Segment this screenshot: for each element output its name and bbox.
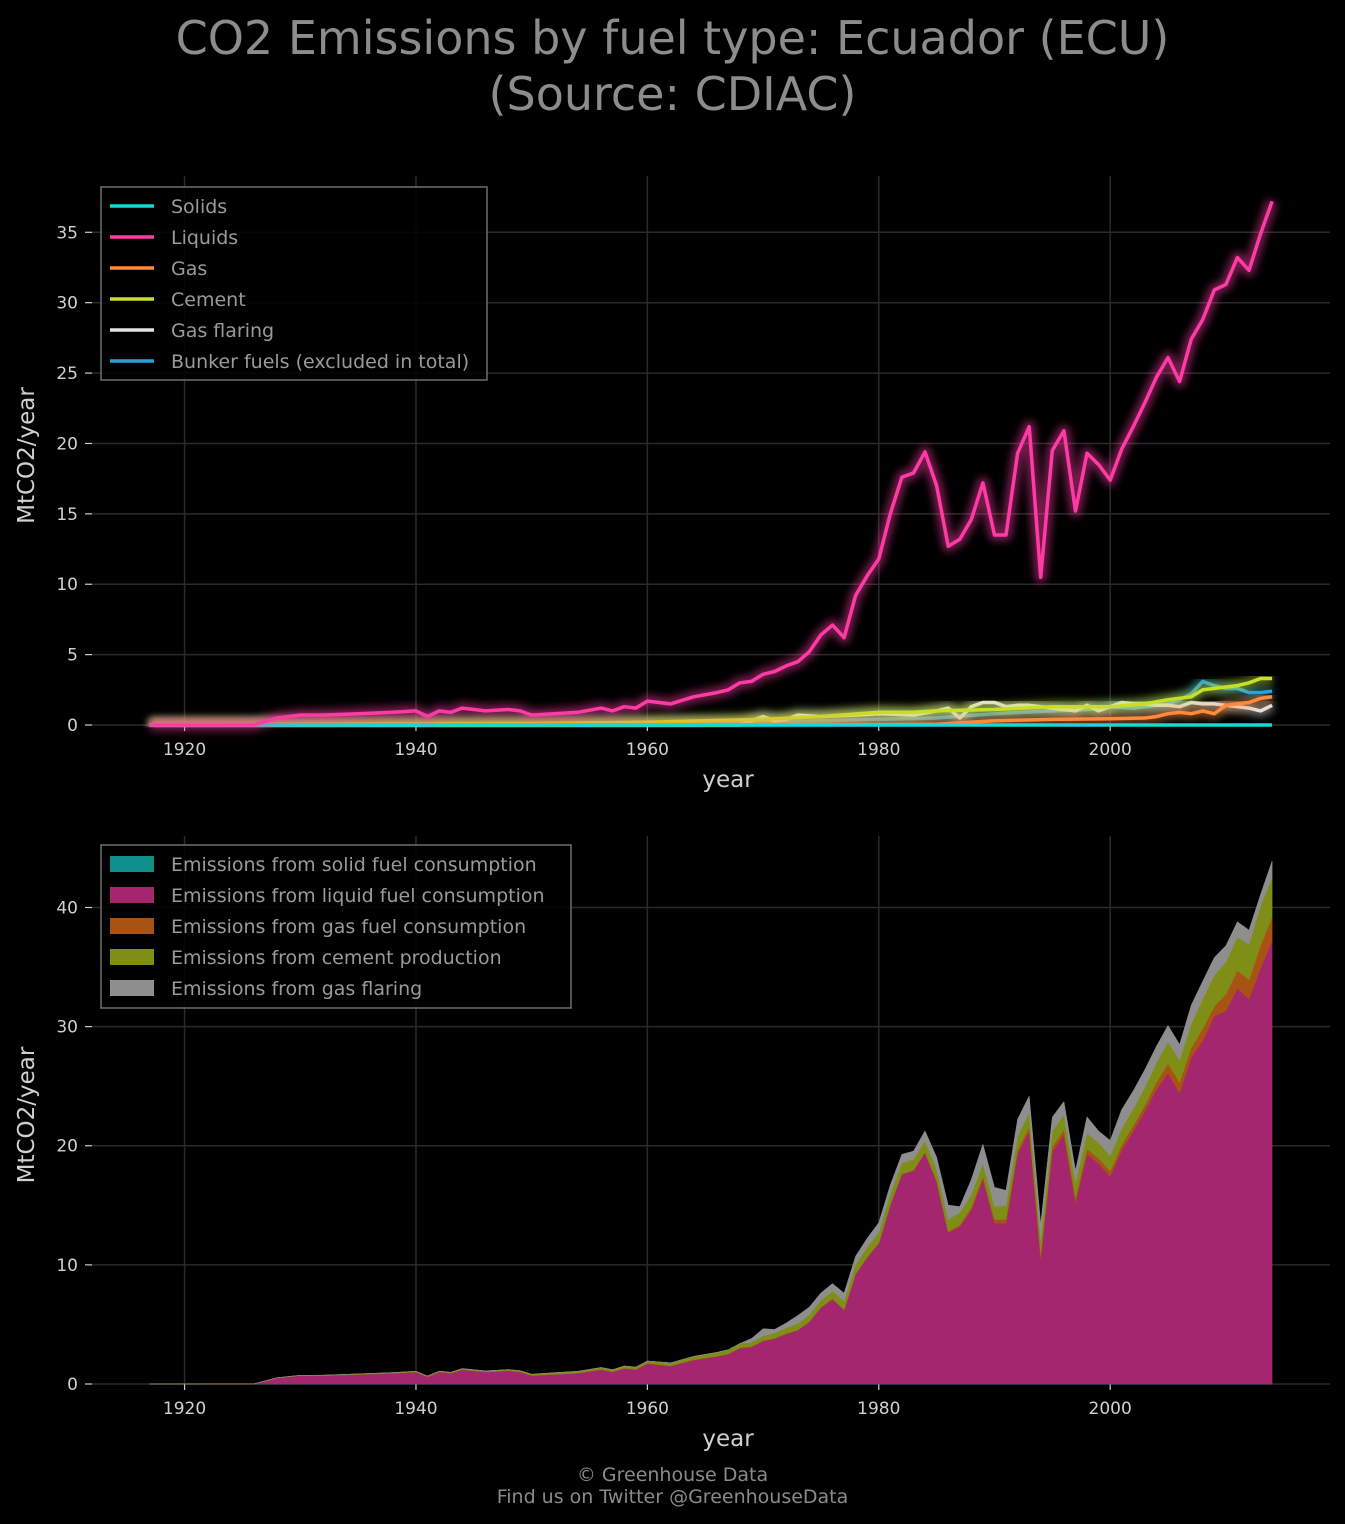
top-xtick-label-1980: 1980 bbox=[857, 740, 900, 760]
bottom-ytick-label-40: 40 bbox=[56, 898, 78, 918]
top-ytick-label-20: 20 bbox=[56, 434, 78, 454]
bottom-legend-label-emissions-from-gas-flaring: Emissions from gas flaring bbox=[171, 978, 422, 1000]
top-xtick-label-1960: 1960 bbox=[626, 740, 669, 760]
top-xtick-label-1940: 1940 bbox=[394, 740, 437, 760]
bottom-y-axis-title: MtCO2/year bbox=[14, 1046, 40, 1183]
top-ytick-label-5: 5 bbox=[67, 646, 78, 666]
bottom-legend-label-emissions-from-cement-production: Emissions from cement production bbox=[171, 947, 502, 969]
series-line-liquids bbox=[149, 200, 1274, 727]
chart-title: CO2 Emissions by fuel type: Ecuador (ECU… bbox=[0, 10, 1345, 122]
top-ytick-label-0: 0 bbox=[67, 716, 78, 736]
top-ytick-label-35: 35 bbox=[56, 223, 78, 243]
chart-title-line-2: (Source: CDIAC) bbox=[488, 67, 857, 121]
stacked-area-chart-panel: 1920 1940 1960 1980 2000 0 10 20 30 40 year MtCO2/y… bbox=[14, 836, 1330, 1452]
top-legend-label-bunker-fuels-excluded-in-total: Bunker fuels (excluded in total) bbox=[171, 351, 469, 373]
top-ytick-label-25: 25 bbox=[56, 364, 78, 384]
bottom-legend-label-emissions-from-solid-fuel-consumption: Emissions from solid fuel consumption bbox=[171, 854, 537, 876]
area-emissions-from-gas-flaring bbox=[149, 860, 1273, 1385]
bottom-ytick-label-10: 10 bbox=[56, 1256, 78, 1276]
top-ytick-label-15: 15 bbox=[56, 505, 78, 525]
bottom-xtick-label-2000: 2000 bbox=[1089, 1399, 1132, 1419]
bottom-xtick-label-1920: 1920 bbox=[163, 1399, 206, 1419]
footer-copyright: © Greenhouse Data bbox=[576, 1464, 769, 1486]
top-xtick-label-1920: 1920 bbox=[163, 740, 206, 760]
top-legend-label-gas-flaring: Gas flaring bbox=[171, 320, 274, 342]
bottom-xtick-label-1980: 1980 bbox=[857, 1399, 900, 1419]
bottom-legend-swatch-emissions-from-gas-flaring bbox=[110, 980, 154, 996]
bottom-ytick-label-20: 20 bbox=[56, 1137, 78, 1157]
bottom-ytick-label-30: 30 bbox=[56, 1018, 78, 1038]
top-legend-frame bbox=[100, 186, 488, 381]
bottom-legend-swatch-emissions-from-solid-fuel-consumption bbox=[110, 856, 154, 872]
bottom-xtick-label-1940: 1940 bbox=[394, 1399, 437, 1419]
footer: © Greenhouse Data Find us on Twitter @Gr… bbox=[0, 1464, 1345, 1508]
footer-twitter: Find us on Twitter @GreenhouseData bbox=[496, 1486, 849, 1508]
top-xtick-label-2000: 2000 bbox=[1089, 740, 1132, 760]
top-ytick-label-30: 30 bbox=[56, 294, 78, 314]
top-x-axis-title: year bbox=[702, 767, 754, 793]
bottom-legend-label-emissions-from-gas-fuel-consumption: Emissions from gas fuel consumption bbox=[171, 916, 526, 938]
line-chart-panel: 1920 1940 1960 1980 2000 0 5 10 15 20 25 30 35 year Mt… bbox=[14, 176, 1330, 793]
top-ytick-label-10: 10 bbox=[56, 575, 78, 595]
chart-title-line-1: CO2 Emissions by fuel type: Ecuador (ECU… bbox=[175, 11, 1170, 65]
bottom-legend-swatch-emissions-from-gas-fuel-consumption bbox=[110, 918, 154, 934]
top-legend-label-liquids: Liquids bbox=[171, 227, 238, 249]
bottom-legend-label-emissions-from-liquid-fuel-consumption: Emissions from liquid fuel consumption bbox=[171, 885, 545, 907]
bottom-legend-swatch-emissions-from-liquid-fuel-consumption bbox=[110, 887, 154, 903]
top-y-axis-title: MtCO2/year bbox=[14, 387, 40, 524]
top-legend-label-gas: Gas bbox=[171, 258, 207, 280]
top-legend-label-solids: Solids bbox=[171, 196, 227, 218]
bottom-legend-frame bbox=[100, 844, 572, 1009]
bottom-xtick-label-1960: 1960 bbox=[626, 1399, 669, 1419]
top-legend-label-cement: Cement bbox=[171, 289, 246, 311]
bottom-legend-swatch-emissions-from-cement-production bbox=[110, 949, 154, 965]
bottom-x-axis-title: year bbox=[702, 1426, 754, 1452]
bottom-ytick-label-0: 0 bbox=[67, 1375, 78, 1395]
